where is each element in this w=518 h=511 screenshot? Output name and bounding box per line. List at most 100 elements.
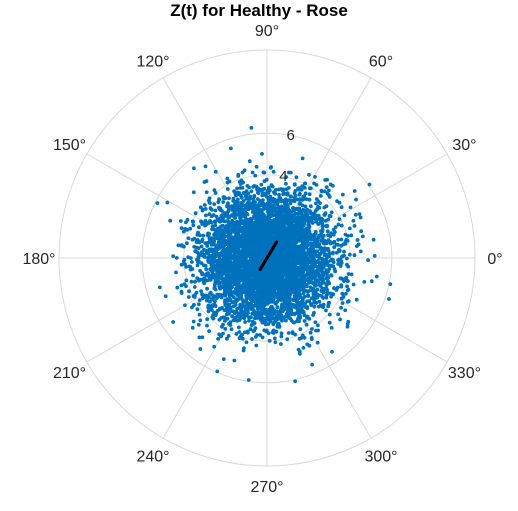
scatter-point (290, 210, 294, 214)
scatter-point (269, 308, 273, 312)
scatter-point (219, 208, 223, 212)
scatter-point (306, 277, 310, 281)
scatter-point (303, 319, 307, 323)
scatter-point (242, 346, 246, 350)
scatter-point (175, 256, 179, 260)
scatter-point (298, 202, 302, 206)
scatter-point (232, 246, 236, 250)
scatter-point (231, 309, 235, 313)
scatter-point (201, 335, 205, 339)
scatter-point (289, 228, 293, 232)
scatter-point (345, 257, 349, 261)
scatter-point (286, 310, 290, 314)
scatter-point (205, 179, 209, 183)
scatter-point (197, 255, 201, 259)
scatter-point (307, 173, 311, 177)
scatter-point (356, 238, 360, 242)
scatter-point (229, 306, 233, 310)
scatter-point (251, 171, 255, 175)
scatter-point (229, 147, 233, 151)
scatter-point (241, 337, 245, 341)
scatter-point (298, 327, 302, 331)
scatter-point (174, 271, 178, 275)
scatter-point (205, 287, 209, 291)
scatter-point (253, 249, 257, 253)
scatter-point (279, 217, 283, 221)
scatter-point (259, 280, 263, 284)
scatter-point (292, 237, 296, 241)
scatter-point (212, 202, 216, 206)
scatter-point (264, 267, 268, 271)
scatter-point (249, 239, 253, 243)
scatter-point (353, 189, 357, 193)
scatter-point (205, 295, 209, 299)
scatter-point (195, 291, 199, 295)
scatter-point (297, 308, 301, 312)
scatter-point (192, 223, 196, 227)
scatter-point (293, 217, 297, 221)
scatter-point (245, 340, 249, 344)
scatter-point (243, 320, 247, 324)
scatter-point (198, 347, 202, 351)
scatter-point (305, 237, 309, 241)
scatter-point (250, 298, 254, 302)
scatter-point (302, 346, 306, 350)
scatter-point (300, 254, 304, 258)
scatter-point (320, 294, 324, 298)
scatter-point (262, 287, 266, 291)
scatter-point (208, 250, 212, 254)
scatter-point (213, 260, 217, 264)
scatter-point (309, 271, 313, 275)
scatter-point (266, 222, 270, 226)
scatter-point (223, 298, 227, 302)
scatter-point (336, 312, 340, 316)
scatter-point (314, 232, 318, 236)
scatter-point (281, 199, 285, 203)
scatter-point (285, 294, 289, 298)
scatter-point (308, 192, 312, 196)
scatter-point (305, 218, 309, 222)
scatter-point (309, 186, 313, 190)
scatter-point (273, 206, 277, 210)
scatter-point (340, 255, 344, 259)
scatter-point (243, 207, 247, 211)
scatter-point (207, 255, 211, 259)
scatter-point (285, 206, 289, 210)
scatter-point (323, 189, 327, 193)
scatter-point (208, 261, 212, 265)
scatter-point (315, 288, 319, 292)
scatter-point (290, 282, 294, 286)
scatter-point (269, 165, 273, 169)
scatter-point (222, 196, 226, 200)
scatter-point (248, 159, 252, 163)
scatter-point (255, 300, 259, 304)
scatter-point (299, 224, 303, 228)
scatter-point (190, 280, 194, 284)
scatter-point (373, 254, 377, 258)
scatter-point (314, 209, 318, 213)
scatter-point (191, 267, 195, 271)
scatter-point (252, 235, 256, 239)
scatter-point (316, 341, 320, 345)
scatter-point (245, 260, 249, 264)
scatter-point (226, 248, 230, 252)
scatter-point (270, 286, 274, 290)
scatter-point (319, 239, 323, 243)
scatter-point (353, 253, 357, 257)
scatter-point (306, 212, 310, 216)
scatter-point (315, 249, 319, 253)
scatter-point (339, 276, 343, 280)
scatter-point (303, 279, 307, 283)
scatter-point (214, 170, 218, 174)
scatter-point (331, 241, 335, 245)
scatter-point (259, 273, 263, 277)
scatter-point (223, 277, 227, 281)
scatter-point (278, 262, 282, 266)
scatter-point (328, 321, 332, 325)
scatter-point (343, 214, 347, 218)
scatter-point (319, 194, 323, 198)
scatter-point (266, 233, 270, 237)
scatter-point (273, 219, 277, 223)
scatter-point (301, 208, 305, 212)
scatter-point (288, 231, 292, 235)
